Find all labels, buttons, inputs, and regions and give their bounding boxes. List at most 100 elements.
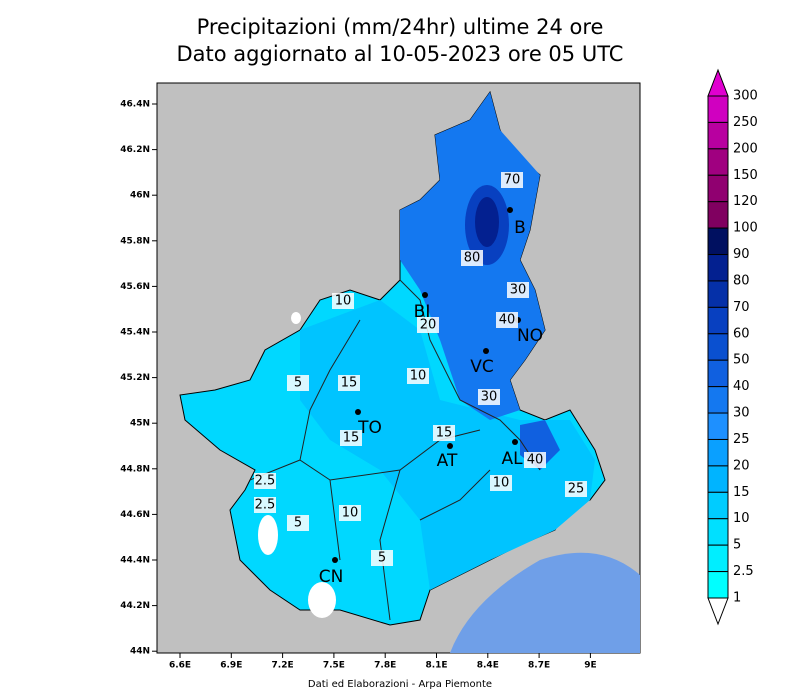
x-tick-label: 8.4E <box>477 661 499 671</box>
contour-label-box <box>433 425 455 441</box>
y-tick-label: 46N <box>130 191 150 201</box>
x-tick-label: 8.1E <box>425 661 447 671</box>
y-tick-label: 44.2N <box>120 601 150 611</box>
colorbar-box <box>707 465 729 493</box>
colorbar-box <box>707 280 729 308</box>
colorbar-box <box>707 148 729 176</box>
colorbar-box <box>707 121 729 150</box>
y-tick-label: 44.6N <box>120 510 150 520</box>
y-tick-label: 44N <box>130 647 150 657</box>
contour-label: 15 <box>436 426 453 441</box>
contour-label-box <box>407 368 429 384</box>
colorbar-label: 25 <box>733 432 750 447</box>
contour-label: 80 <box>464 251 481 266</box>
colorbar-label: 80 <box>733 273 750 288</box>
colorbar-box <box>707 174 729 203</box>
contour-label-box <box>496 312 518 328</box>
city-label: AT <box>437 451 458 471</box>
city-label: TO <box>357 418 382 438</box>
colorbar-label: 40 <box>733 379 750 394</box>
x-tick-label: 7.2E <box>272 661 294 671</box>
city-label: VC <box>470 357 494 377</box>
city-dot <box>422 292 428 298</box>
contour-label: 70 <box>504 173 521 188</box>
contour-label: 10 <box>410 369 427 384</box>
y-tick-label: 45.8N <box>120 236 150 246</box>
contour-label: 40 <box>527 453 544 468</box>
colorbar-label: 1 <box>733 591 741 606</box>
contour-label: 5 <box>294 376 302 391</box>
colorbar-box <box>707 306 729 335</box>
city-label: AL <box>501 449 523 469</box>
colorbar-box <box>707 571 729 599</box>
contour-label-box <box>332 293 354 309</box>
colorbar-label: 100 <box>733 221 758 236</box>
title-line: Precipitazioni (mm/24hr) ultime 24 ore <box>197 15 604 39</box>
contour-label: 15 <box>343 431 360 446</box>
y-tick-label: 44.4N <box>120 556 150 566</box>
colorbar-label: 60 <box>733 326 750 341</box>
contour-label-box <box>417 317 439 333</box>
contour-label: 30 <box>510 283 527 298</box>
colorbar-box <box>707 201 729 229</box>
y-tick-label: 46.4N <box>120 100 150 110</box>
contour-label: 2.5 <box>255 474 276 489</box>
colorbar-label: 70 <box>733 300 750 315</box>
city-dot <box>512 439 518 445</box>
dry-area <box>291 312 301 324</box>
contour-label: 25 <box>568 482 585 497</box>
colorbar-box <box>707 491 729 520</box>
colorbar-box <box>707 544 729 573</box>
city-label: CN <box>319 567 344 587</box>
city-dot <box>355 409 361 415</box>
contour-label: 2.5 <box>255 498 276 513</box>
dry-area <box>308 582 336 618</box>
x-tick-label: 7.5E <box>323 661 345 671</box>
city-dot <box>483 348 489 354</box>
contour-label-box <box>254 473 276 489</box>
colorbar-label: 5 <box>733 538 741 553</box>
city-label: NO <box>517 326 543 346</box>
y-tick-label: 45.2N <box>120 373 150 383</box>
colorbar-label: 50 <box>733 353 750 368</box>
x-tick-label: 6.9E <box>220 661 242 671</box>
colorbar-label: 150 <box>733 168 758 183</box>
colorbar-box <box>707 333 729 361</box>
colorbar-box <box>707 254 729 282</box>
colorbar-arrow <box>707 68 729 97</box>
contour-label: 20 <box>420 318 437 333</box>
x-tick-label: 9E <box>584 661 596 671</box>
contour-label-box <box>461 250 483 266</box>
contour-label: 30 <box>481 390 498 405</box>
x-tick-label: 6.6E <box>169 661 191 671</box>
contour-label: 5 <box>378 551 386 566</box>
contour-label-box <box>507 282 529 298</box>
contour-label-box <box>287 375 309 391</box>
city-dot <box>332 557 338 563</box>
colorbar-label: 15 <box>733 485 750 500</box>
colorbar-box <box>707 438 729 467</box>
x-tick-label: 8.7E <box>528 661 550 671</box>
colorbar-arrow <box>707 597 729 626</box>
contour-label-box <box>287 515 309 531</box>
contour-label-box <box>254 497 276 513</box>
colorbar-box <box>707 95 729 123</box>
y-tick-label: 46.2N <box>120 145 150 155</box>
x-tick-label: 7.8E <box>374 661 396 671</box>
contour-label: 5 <box>294 516 302 531</box>
y-tick-label: 45.6N <box>120 282 150 292</box>
colorbar-label: 10 <box>733 511 750 526</box>
colorbar-label: 200 <box>733 141 758 156</box>
city-dot <box>447 443 453 449</box>
colorbar-box <box>707 412 729 440</box>
contour-label: 40 <box>499 313 516 328</box>
contour-label: 10 <box>335 294 352 309</box>
contour-label: 15 <box>341 376 358 391</box>
contour-label-box <box>524 452 546 468</box>
colorbar-label: 90 <box>733 247 750 262</box>
contour-label-box <box>371 550 393 566</box>
dry-area <box>258 515 278 555</box>
contour-label-box <box>565 481 587 497</box>
colorbar-label: 30 <box>733 406 750 421</box>
